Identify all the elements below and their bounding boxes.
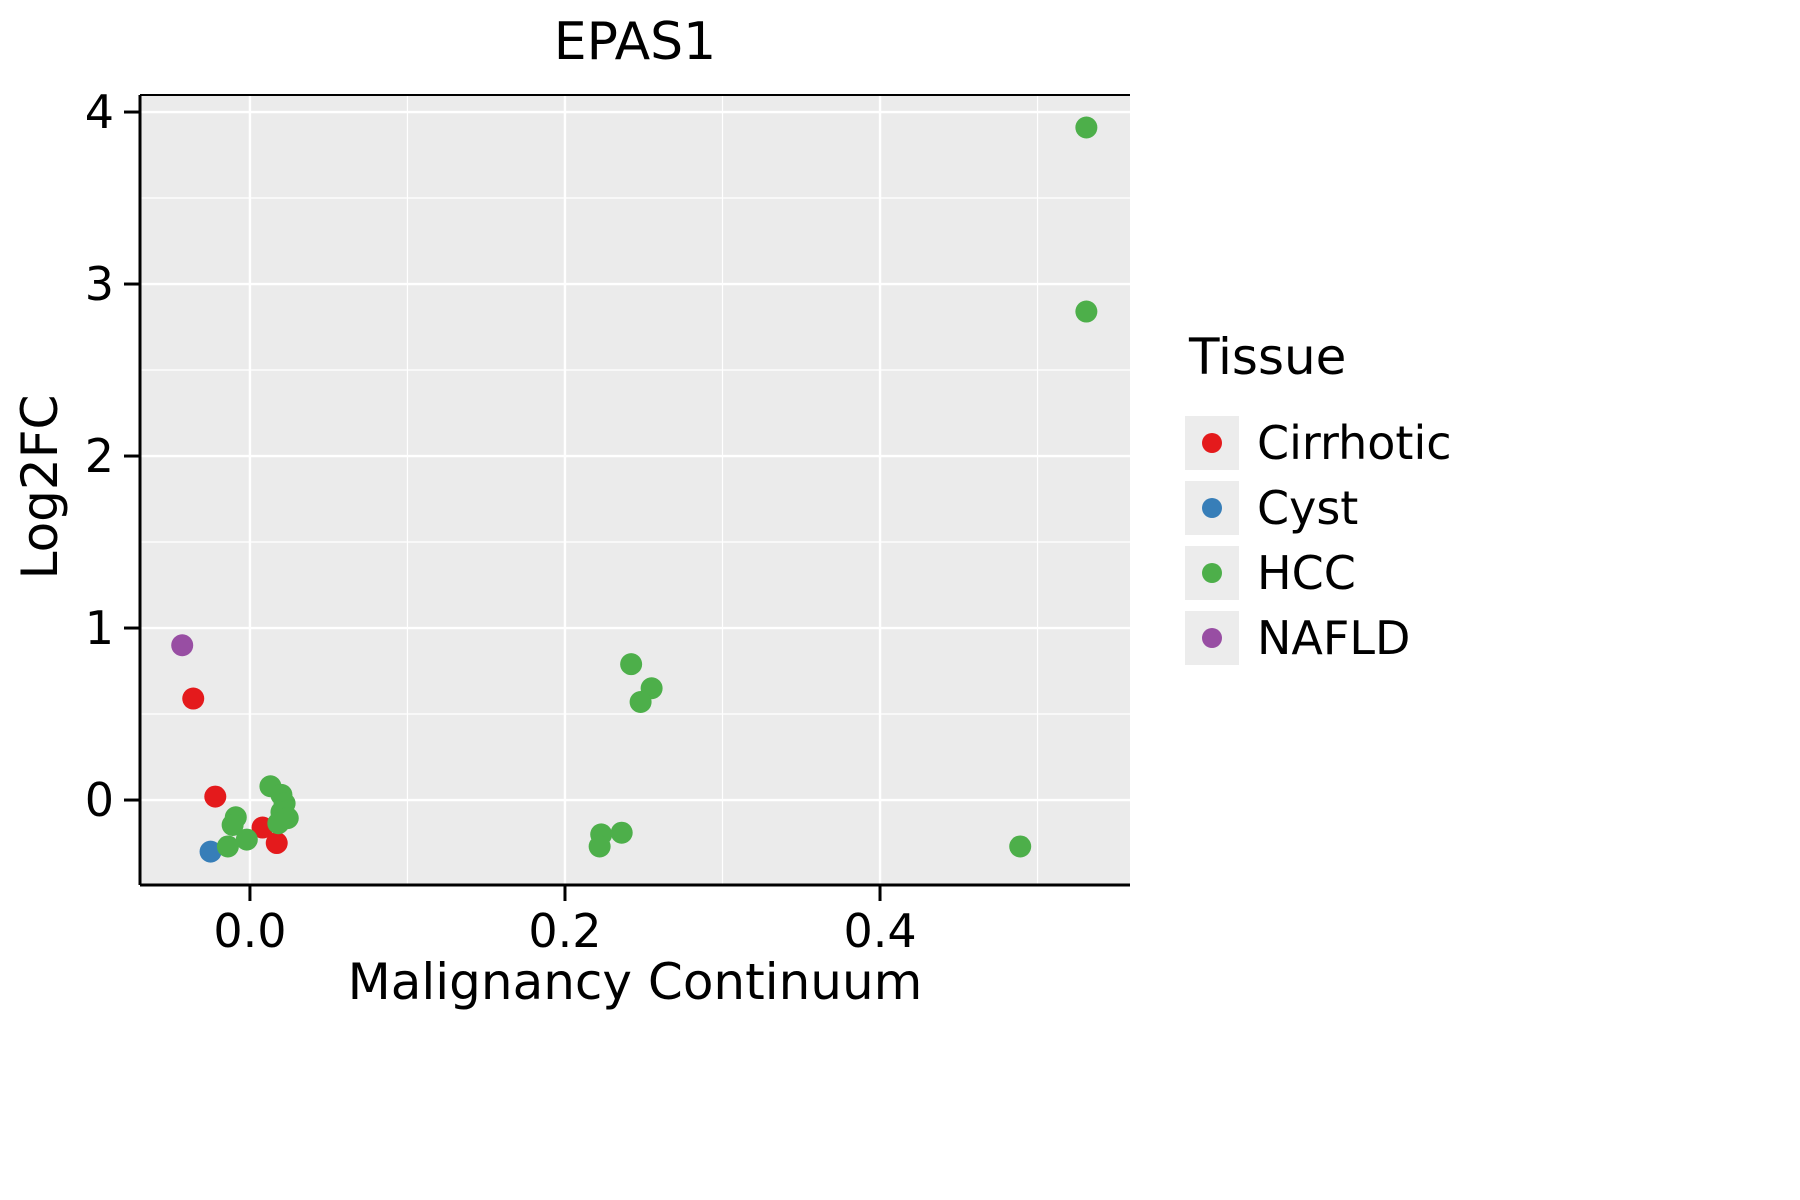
legend-label: HCC [1257,545,1356,600]
data-point-nafld [171,634,194,657]
legend-label: NAFLD [1257,610,1411,665]
y-tick-label: 0 [85,773,114,827]
x-axis-label: Malignancy Continuum [347,953,923,1011]
legend-dot-icon [1202,563,1222,583]
x-tick-label: 0.4 [843,904,916,958]
legend-dot-icon [1202,628,1222,648]
chart-title: EPAS1 [553,12,717,72]
data-point-hcc [588,835,611,858]
data-point-hcc [216,835,239,858]
legend-entry-hcc: HCC [1185,546,1452,600]
data-point-hcc [620,653,643,676]
data-point-cyst [199,840,222,863]
y-tick-label: 4 [85,85,114,139]
y-tick-label: 2 [85,429,114,483]
data-point-cirrhotic [204,785,227,808]
legend-key [1185,416,1239,470]
legend-key [1185,546,1239,600]
legend-label: Cyst [1257,480,1359,535]
data-point-hcc [221,813,244,836]
legend-entries: Cirrhotic Cyst HCC NAFLD [1185,416,1452,665]
legend-dot-icon [1202,433,1222,453]
y-axis-label: Log2FC [11,394,69,580]
legend-entry-nafld: NAFLD [1185,611,1452,665]
y-tick-label: 3 [85,257,114,311]
data-point-hcc [267,812,290,835]
legend-entry-cirrhotic: Cirrhotic [1185,416,1452,470]
legend-key [1185,611,1239,665]
data-point-hcc [1009,835,1032,858]
x-tick-label: 0.2 [528,904,601,958]
x-tick-label: 0.0 [213,904,286,958]
legend-label: Cirrhotic [1257,415,1452,470]
legend: Tissue Cirrhotic Cyst HCC NAFLD [1185,328,1452,676]
plot-panel-background [140,95,1130,885]
legend-key [1185,481,1239,535]
legend-dot-icon [1202,498,1222,518]
data-point-cirrhotic [182,687,205,710]
data-point-hcc [610,821,633,844]
y-tick-label: 1 [85,601,114,655]
data-point-hcc [1075,116,1098,139]
legend-entry-cyst: Cyst [1185,481,1452,535]
data-point-hcc [235,828,258,851]
data-point-cirrhotic [265,832,288,855]
data-point-hcc [629,690,652,713]
data-point-hcc [1075,300,1098,323]
legend-title: Tissue [1189,328,1347,386]
